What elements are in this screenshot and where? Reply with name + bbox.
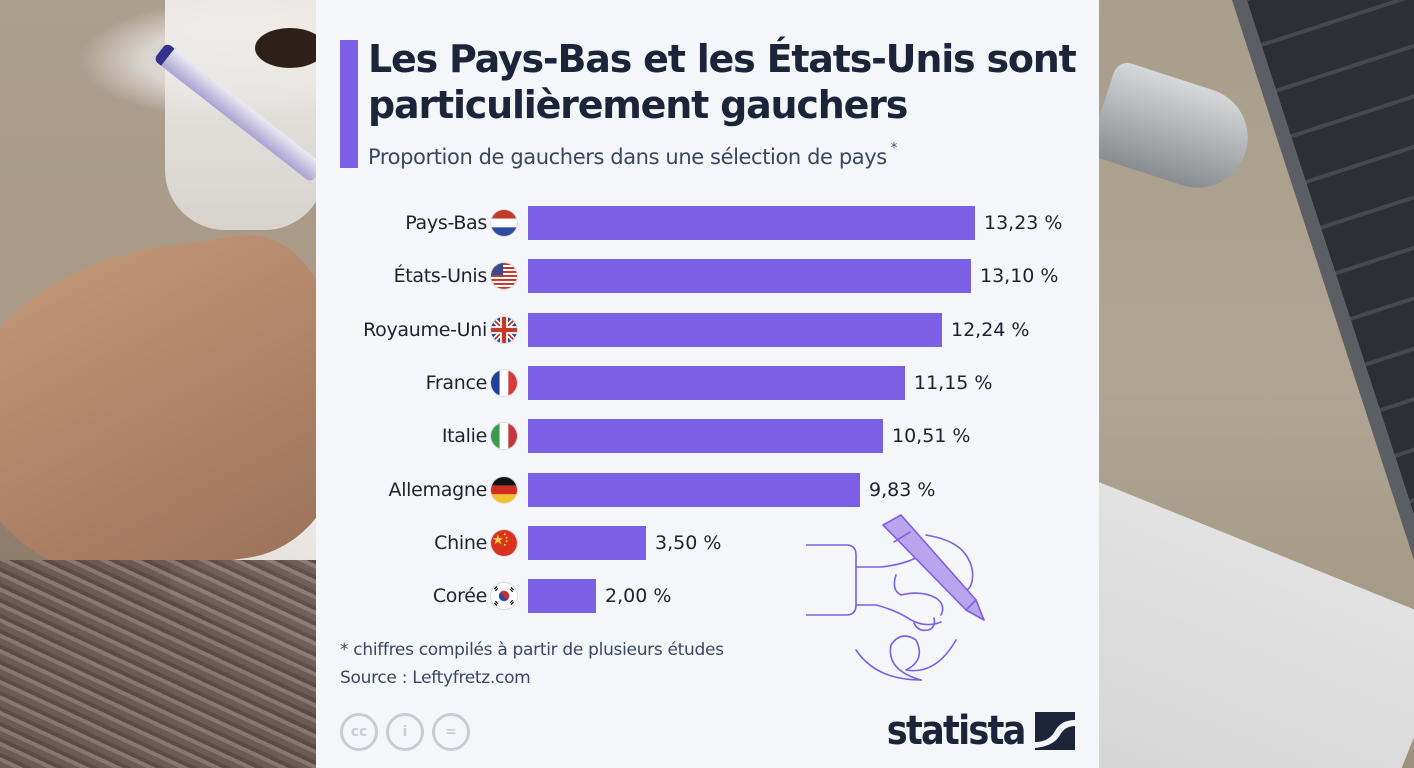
france-flag-icon	[490, 368, 518, 397]
country-label: Chine	[434, 531, 487, 554]
attribution-icon[interactable]: i	[386, 713, 424, 751]
bar-row: États-Unis 13,10 %	[316, 259, 1099, 294]
value-label: 2,00 %	[605, 585, 672, 608]
wicker-basket	[0, 560, 316, 768]
value-label: 9,83 %	[869, 478, 936, 501]
italy-flag-icon	[490, 422, 518, 451]
country-label: Royaume-Uni	[363, 318, 487, 341]
background-photo-left	[0, 0, 316, 768]
country-label: France	[425, 371, 488, 394]
creative-commons-icon[interactable]: cc	[340, 713, 378, 751]
bar-chart: Pays-Bas 13,23 % États-Unis 13,10 % Royaume-…	[316, 0, 1099, 768]
footnote: * chiffres compilés à partir de plusieur…	[340, 640, 724, 660]
statista-wordmark: statista	[887, 708, 1027, 754]
bar-row: Royaume-Uni 12,24 %	[316, 312, 1099, 347]
bar[interactable]	[528, 365, 905, 400]
south-korea-flag-icon	[490, 582, 518, 611]
subtitle-footnote-marker: *	[890, 141, 898, 156]
no-derivatives-icon[interactable]: =	[432, 713, 470, 751]
paper-sheet	[1099, 470, 1414, 768]
value-label: 13,23 %	[984, 212, 1063, 234]
bar-row: France 11,15 %	[316, 365, 1099, 400]
license-icons: cc i =	[340, 713, 470, 751]
hand-arm	[0, 225, 316, 595]
chart-subtitle: Proportion de gauchers dans une sélectio…	[368, 141, 897, 169]
statista-logo[interactable]: statista	[868, 708, 1075, 754]
bar[interactable]	[528, 259, 971, 294]
statista-mark-icon	[1035, 712, 1075, 750]
bar[interactable]	[528, 472, 860, 507]
source-link[interactable]: Source : Leftyfretz.com	[340, 668, 531, 688]
uk-flag-icon	[490, 315, 518, 344]
china-flag-icon	[490, 528, 518, 557]
coffee	[255, 28, 316, 68]
left-hand-writing-illustration	[806, 514, 985, 681]
background-photo-right	[1099, 0, 1414, 768]
value-label: 11,15 %	[914, 371, 993, 394]
value-label: 3,50 %	[655, 531, 722, 554]
bar-row: Chine 3,50 %	[316, 525, 1099, 560]
country-label: Corée	[432, 585, 487, 608]
infographic-card: Les Pays-Bas et les États-Unis sont part…	[316, 0, 1099, 768]
bar[interactable]	[528, 312, 942, 347]
bar[interactable]	[528, 525, 646, 560]
chart-title: Les Pays-Bas et les États-Unis sont part…	[368, 37, 1077, 127]
germany-flag-icon	[490, 475, 518, 504]
country-label: Italie	[441, 425, 487, 448]
usa-flag-icon	[490, 262, 518, 291]
subtitle-text: Proportion de gauchers dans une sélectio…	[368, 145, 887, 169]
bar-row: Italie 10,51 %	[316, 419, 1099, 454]
bar-row: Pays-Bas 13,23 %	[316, 206, 1099, 240]
value-label: 10,51 %	[892, 425, 971, 448]
bar[interactable]	[528, 419, 883, 454]
bar[interactable]	[528, 579, 596, 614]
country-label: États-Unis	[393, 265, 488, 288]
title-accent-bar	[340, 40, 358, 168]
country-label: Pays-Bas	[405, 212, 487, 234]
value-label: 12,24 %	[951, 318, 1030, 341]
bar[interactable]	[528, 206, 975, 240]
computer-mouse	[1099, 59, 1261, 201]
netherlands-flag-icon	[490, 209, 518, 237]
country-label: Allemagne	[388, 478, 488, 501]
bar-row: Allemagne 9,83 %	[316, 472, 1099, 507]
value-label: 13,10 %	[980, 265, 1059, 288]
bar-row: Corée 2,00 %	[316, 579, 1099, 614]
